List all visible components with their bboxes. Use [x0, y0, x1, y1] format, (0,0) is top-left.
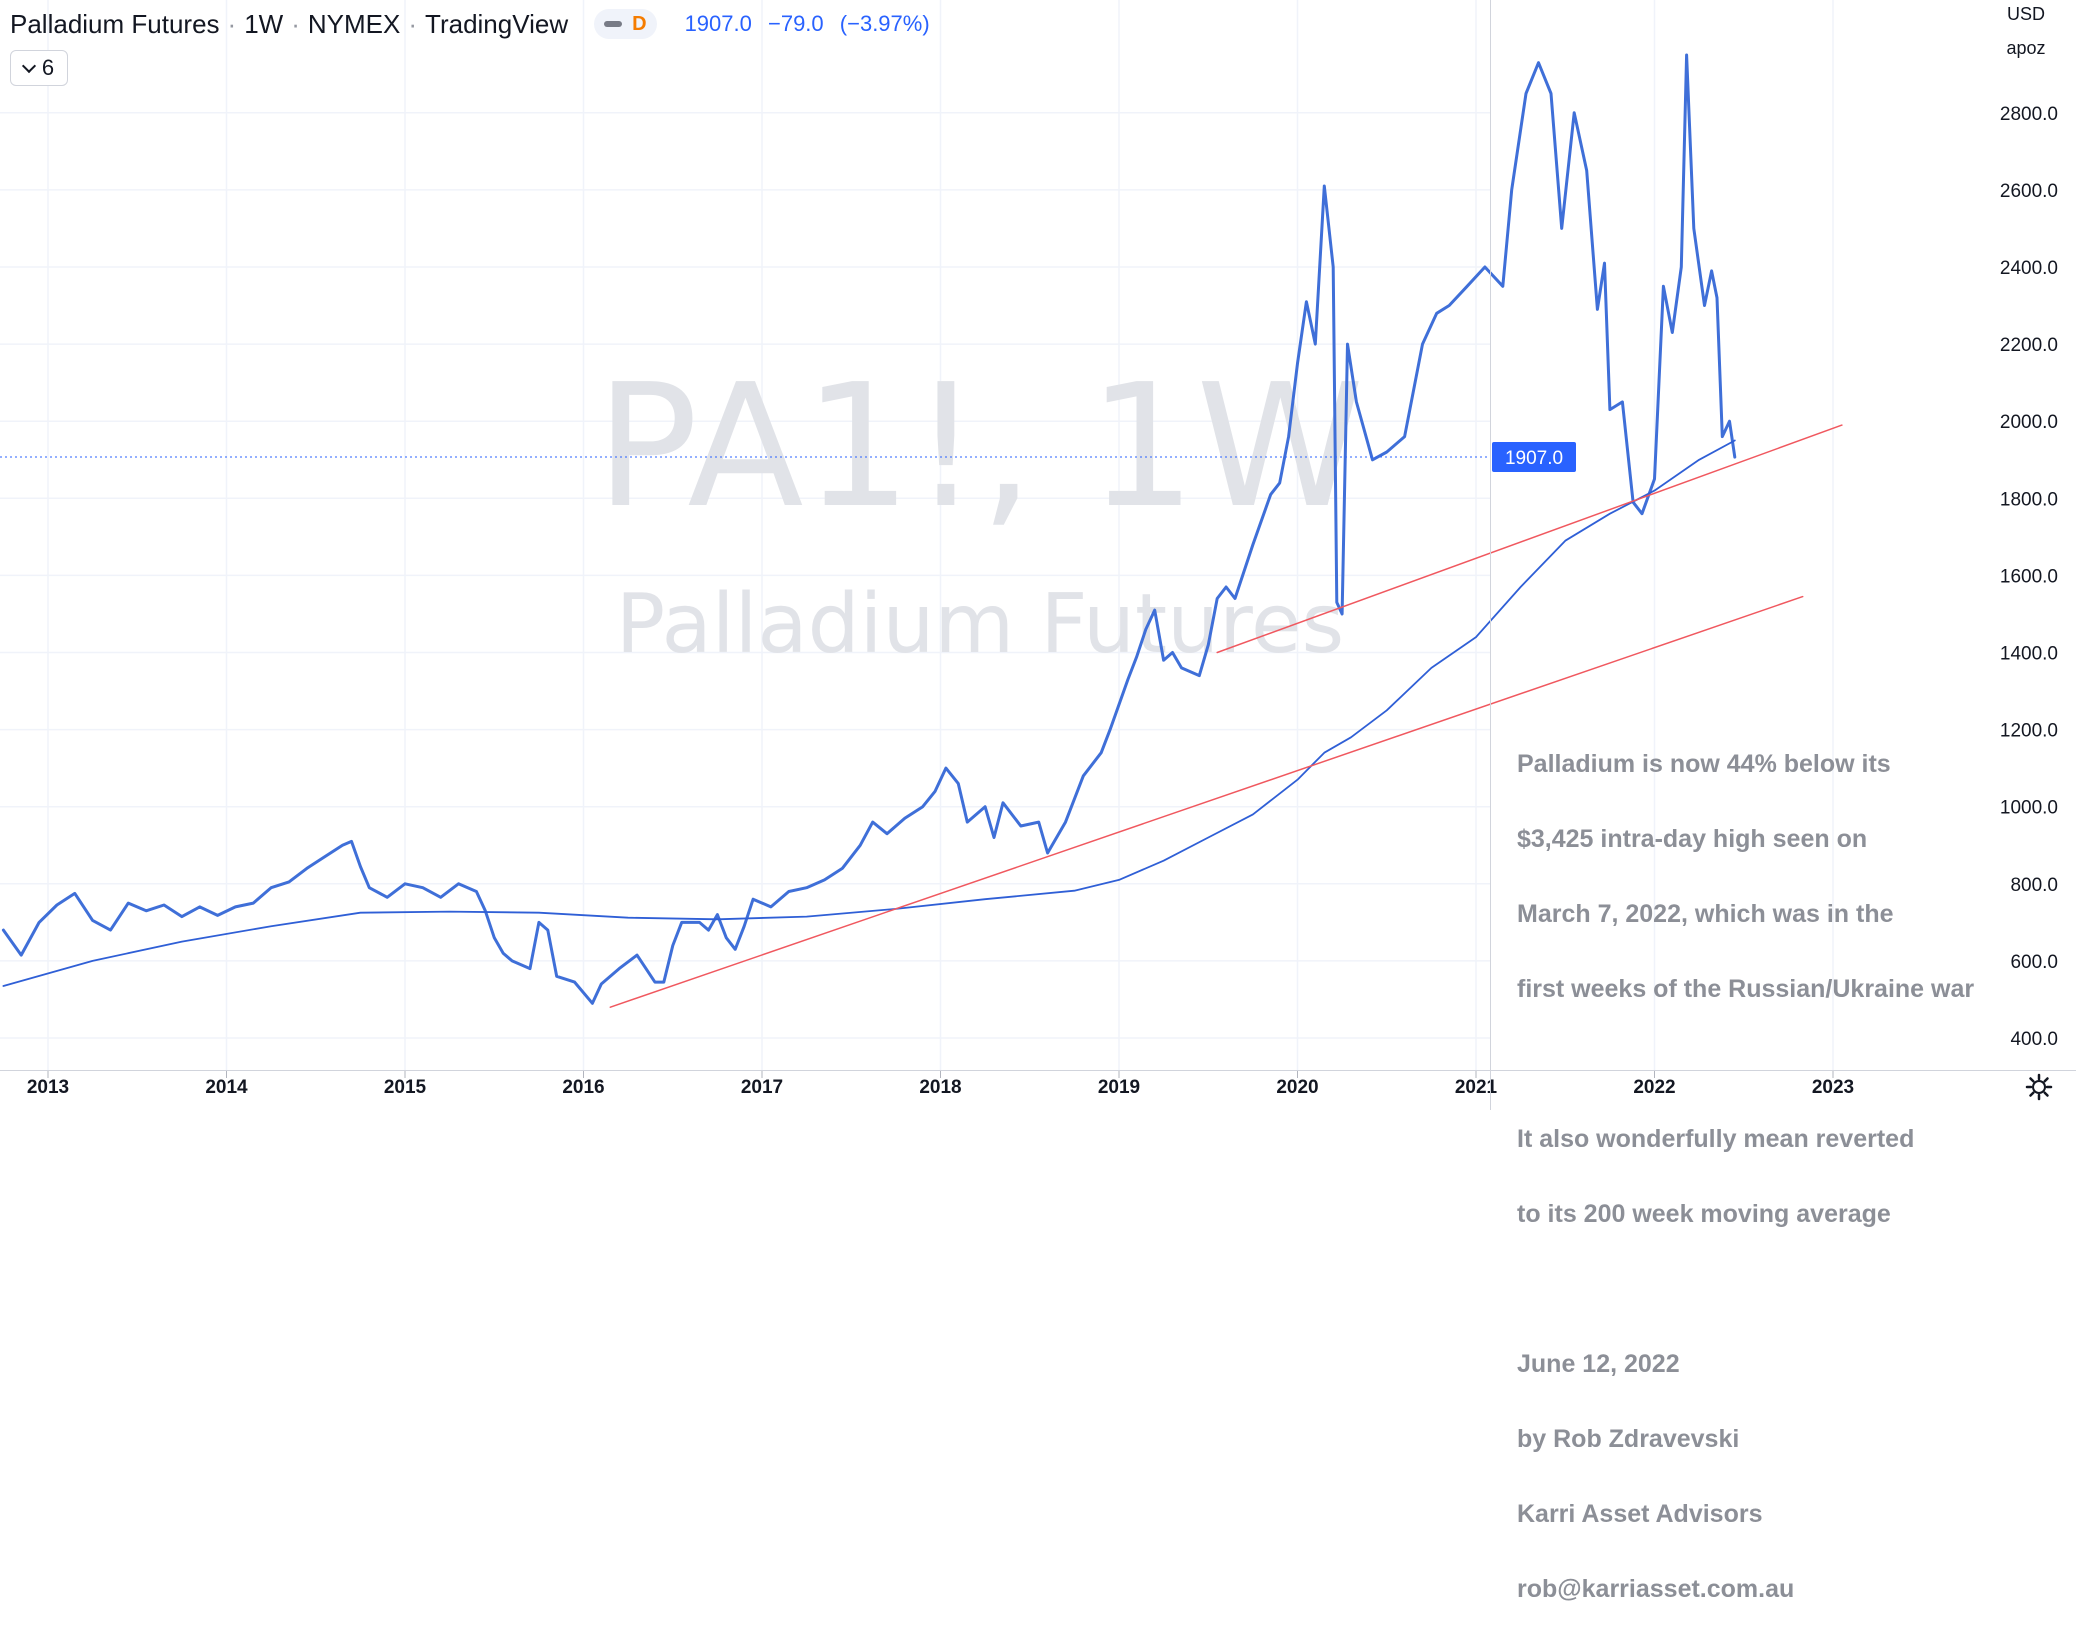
- price-change: −79.0: [767, 11, 824, 36]
- price-line: [1, 53, 1737, 1005]
- x-tick-label: 2019: [1098, 1077, 1140, 1098]
- annotation-spacer: [1517, 1277, 1977, 1302]
- y-tick-label: 1800.0: [2000, 489, 2058, 510]
- exchange-label: NYMEX: [307, 8, 401, 39]
- header-separator: ·: [408, 8, 418, 39]
- x-tick-label: 2015: [384, 1077, 427, 1098]
- x-tick-label: 2023: [1812, 1077, 1854, 1098]
- annotation-line: to its 200 week moving average: [1517, 1200, 1891, 1228]
- annotation-line: Karri Asset Advisors: [1517, 1500, 1763, 1528]
- y-tick-label: 800.0: [2010, 875, 2058, 896]
- interval-label[interactable]: 1W: [244, 8, 284, 39]
- annotation-line: Palladium is now 44% below its: [1517, 750, 1891, 778]
- grid: [0, 0, 1834, 1070]
- y-tick-label: 1600.0: [2000, 566, 2058, 587]
- last-price: 1907.0: [684, 11, 752, 36]
- chart-header: Palladium Futures · 1W · NYMEX · Trading…: [10, 6, 940, 42]
- moving-average-line: [2, 439, 1736, 987]
- y-tick-label: 2400.0: [2000, 258, 2058, 279]
- x-tick-label: 2021: [1455, 1077, 1498, 1098]
- provider-label: TradingView: [425, 8, 569, 39]
- price-quote: 1907.0 −79.0 (−3.97%): [685, 11, 940, 37]
- annotation-line: March 7, 2022, which was in the: [1517, 900, 1894, 928]
- annotation-line: first weeks of the Russian/Ukraine war: [1517, 975, 1975, 1003]
- y-tick-label: 400.0: [2010, 1029, 2058, 1050]
- x-tick-label: 2018: [919, 1077, 961, 1098]
- current-price-tag-bg: [1492, 442, 1576, 473]
- y-tick-label: 2600.0: [2000, 181, 2058, 202]
- annotation-line: June 12, 2022: [1517, 1350, 1680, 1378]
- price-change-pct: (−3.97%): [839, 11, 930, 36]
- current-price-tag-label: 1907.0: [1505, 448, 1563, 469]
- y-tick-label: 1200.0: [2000, 721, 2058, 742]
- y-tick-label: 2000.0: [2000, 412, 2058, 433]
- header-separator: ·: [227, 8, 237, 39]
- market-status-icon: [604, 21, 623, 27]
- trendline-upper: [1216, 424, 1843, 654]
- chevron-down-icon: [21, 58, 36, 73]
- legend-toggle-button[interactable]: 6: [10, 50, 68, 86]
- watermark-name: Palladium Futures: [616, 577, 1344, 672]
- annotation-line: $3,425 intra-day high seen on: [1517, 825, 1868, 853]
- y-tick-label: 1000.0: [2000, 798, 2058, 819]
- symbol-name[interactable]: Palladium Futures: [10, 8, 220, 39]
- trendline-lower: [609, 595, 1804, 1008]
- annotation-line: It also wonderfully mean reverted: [1517, 1125, 1915, 1153]
- watermark-symbol: PA1!, 1W: [596, 348, 1365, 546]
- annotation-spacer: [1517, 1052, 1977, 1077]
- annotation-text: Palladium is now 44% below its $3,425 in…: [1517, 702, 1977, 1627]
- header-separator: ·: [291, 8, 300, 39]
- market-status-pill[interactable]: D: [594, 9, 657, 39]
- y-tick-label: 1400.0: [2000, 644, 2058, 665]
- y-tick-label: 2200.0: [2000, 335, 2058, 356]
- chart-canvas[interactable]: PA1!, 1W Palladium Futures 400.0 600.0 800…: [0, 0, 2076, 1110]
- y-tick-label: 600.0: [2010, 952, 2058, 973]
- plot-area: [0, 53, 1843, 1008]
- y-tick-label: 2800.0: [2000, 104, 2058, 125]
- annotation-line: rob@karriasset.com.au: [1517, 1575, 1795, 1603]
- x-tick-label: 2016: [562, 1077, 604, 1098]
- scale-mode-label[interactable]: apoz: [2006, 38, 2046, 58]
- indicator-count: 6: [41, 55, 55, 80]
- data-mode-badge: D: [632, 12, 647, 35]
- currency-selector[interactable]: USD: [2006, 4, 2045, 24]
- x-tick-label: 2013: [27, 1077, 69, 1098]
- x-tick-label: 2014: [205, 1077, 248, 1098]
- watermark: PA1!, 1W Palladium Futures: [596, 348, 1365, 672]
- settings-gear-icon[interactable]: [2024, 1072, 2054, 1102]
- x-tick-label: 2020: [1276, 1077, 1318, 1098]
- current-price-tag: 1907.0: [1492, 442, 1576, 473]
- axes: 400.0 600.0 800.0 1000.0 1200.0 1400.0 1600.0 1…: [0, 0, 2076, 1110]
- x-tick-label: 2017: [741, 1077, 783, 1098]
- x-tick-label: 2022: [1633, 1077, 1675, 1098]
- annotation-line: by Rob Zdravevski: [1517, 1425, 1740, 1453]
